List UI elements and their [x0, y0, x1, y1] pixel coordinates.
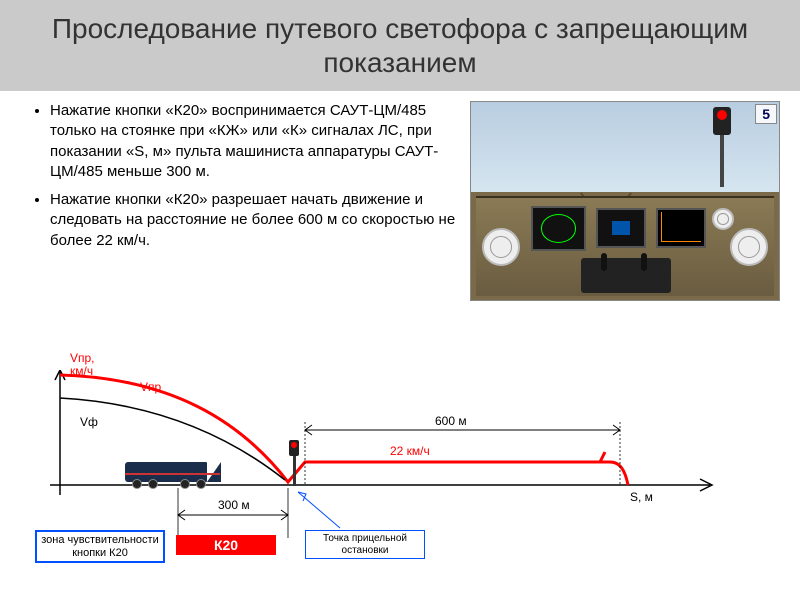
photo-badge: 5: [755, 104, 777, 124]
dim-300: 300 м: [218, 498, 250, 512]
content-row: Нажатие кнопки «К20» воспринимается САУТ…: [0, 91, 800, 301]
k20-box: К20: [176, 535, 276, 555]
title-bar: Проследование путевого светофора с запре…: [0, 0, 800, 91]
bullet-item: Нажатие кнопки «К20» воспринимается САУТ…: [50, 101, 460, 182]
dim-600: 600 м: [435, 414, 467, 428]
vf-label: Vф: [80, 415, 98, 429]
speed-22: 22 км/ч: [390, 444, 430, 458]
page-title: Проследование путевого светофора с запре…: [20, 12, 780, 79]
target-point-box: Точка прицельной остановки: [305, 530, 425, 559]
speed-distance-diagram: Vпр, км/ч Vпр Vф 600 м 22 км/ч 300 м S, …: [30, 370, 770, 590]
bullet-item: Нажатие кнопки «К20» разрешает начать дв…: [50, 190, 460, 251]
bullet-list: Нажатие кнопки «К20» воспринимается САУТ…: [30, 101, 460, 301]
cab-photo: 5: [470, 101, 780, 301]
sense-zone-box: зона чувствительности кнопки К20: [35, 530, 165, 563]
ylabel: Vпр, км/ч: [70, 352, 110, 377]
x-axis-label: S, м: [630, 490, 653, 504]
vp-label: Vпр: [140, 380, 161, 394]
